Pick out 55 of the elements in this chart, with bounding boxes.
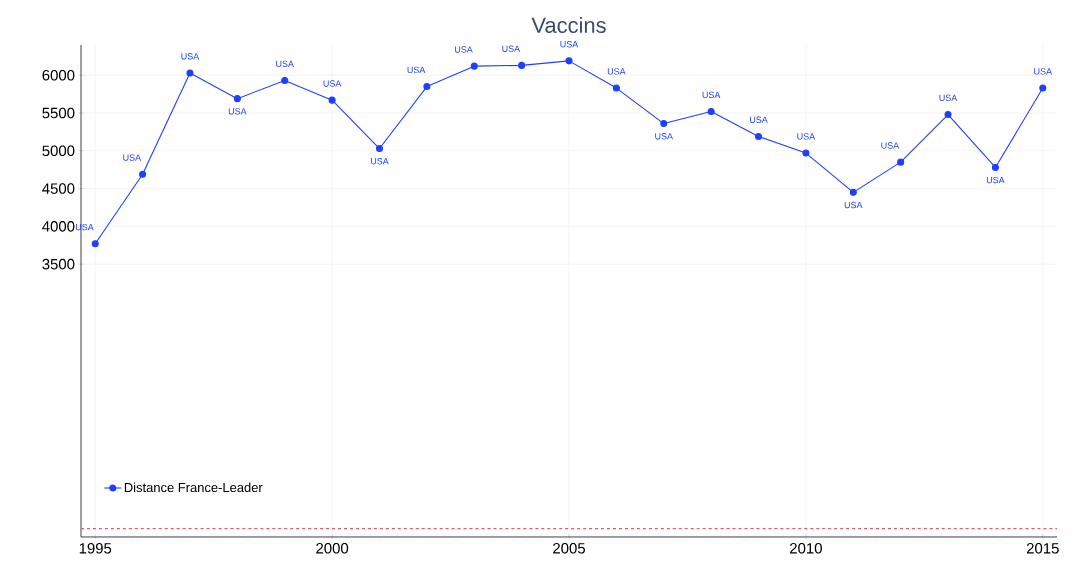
point bbox=[849, 188, 857, 196]
point bbox=[660, 120, 668, 128]
y-tick-label: 6000 bbox=[42, 69, 75, 81]
y-tick-label: 5000 bbox=[42, 145, 75, 157]
y-tick-label: 5500 bbox=[42, 107, 75, 119]
legend-label: Distance France-Leader bbox=[124, 482, 263, 493]
point bbox=[281, 76, 289, 85]
point bbox=[944, 110, 952, 119]
point bbox=[328, 96, 336, 104]
point bbox=[897, 158, 905, 166]
y-tick-label: 4000 bbox=[42, 221, 75, 232]
data-label: USA bbox=[560, 41, 579, 48]
data-label: USA bbox=[750, 116, 768, 123]
data-label: USA bbox=[228, 108, 247, 115]
data-label: USA bbox=[454, 46, 473, 53]
data-label: USA bbox=[323, 80, 342, 87]
x-tick-label: 2015 bbox=[1026, 542, 1059, 554]
point bbox=[375, 144, 384, 153]
point bbox=[565, 57, 573, 65]
data-label: USA bbox=[276, 60, 294, 68]
x-tick-label: 1995 bbox=[79, 542, 112, 554]
data-label: USA bbox=[986, 176, 1005, 184]
point bbox=[470, 62, 478, 70]
data-label: USA bbox=[881, 142, 900, 149]
data-label: USA bbox=[370, 158, 389, 165]
y-tick-label: 3500 bbox=[42, 258, 75, 270]
data-label: USA bbox=[75, 223, 94, 231]
x-tick-label: 2000 bbox=[316, 542, 349, 554]
x-tick-label: 2010 bbox=[790, 542, 822, 554]
data-label: USA bbox=[181, 53, 200, 60]
chart-title: Vaccins bbox=[531, 16, 606, 34]
y-tick-label: 4500 bbox=[42, 183, 75, 194]
data-label: USA bbox=[407, 66, 426, 74]
data-label: USA bbox=[939, 94, 958, 102]
point bbox=[518, 61, 526, 69]
data-label: USA bbox=[655, 133, 673, 140]
point bbox=[139, 170, 147, 178]
point bbox=[802, 149, 810, 157]
point bbox=[91, 240, 99, 248]
point bbox=[754, 132, 763, 140]
data-label: USA bbox=[1034, 68, 1053, 75]
x-tick-label: 2005 bbox=[553, 542, 585, 554]
point bbox=[186, 69, 194, 77]
data-label: USA bbox=[797, 133, 816, 140]
data-label: USA bbox=[844, 201, 863, 209]
point bbox=[423, 83, 431, 91]
point bbox=[233, 95, 241, 103]
point bbox=[612, 84, 620, 92]
point bbox=[991, 163, 999, 171]
data-label: USA bbox=[702, 91, 721, 99]
point bbox=[707, 107, 715, 116]
data-label: USA bbox=[502, 45, 521, 52]
point bbox=[1039, 84, 1047, 92]
data-label: USA bbox=[123, 154, 142, 161]
data-label: USA bbox=[607, 68, 626, 75]
